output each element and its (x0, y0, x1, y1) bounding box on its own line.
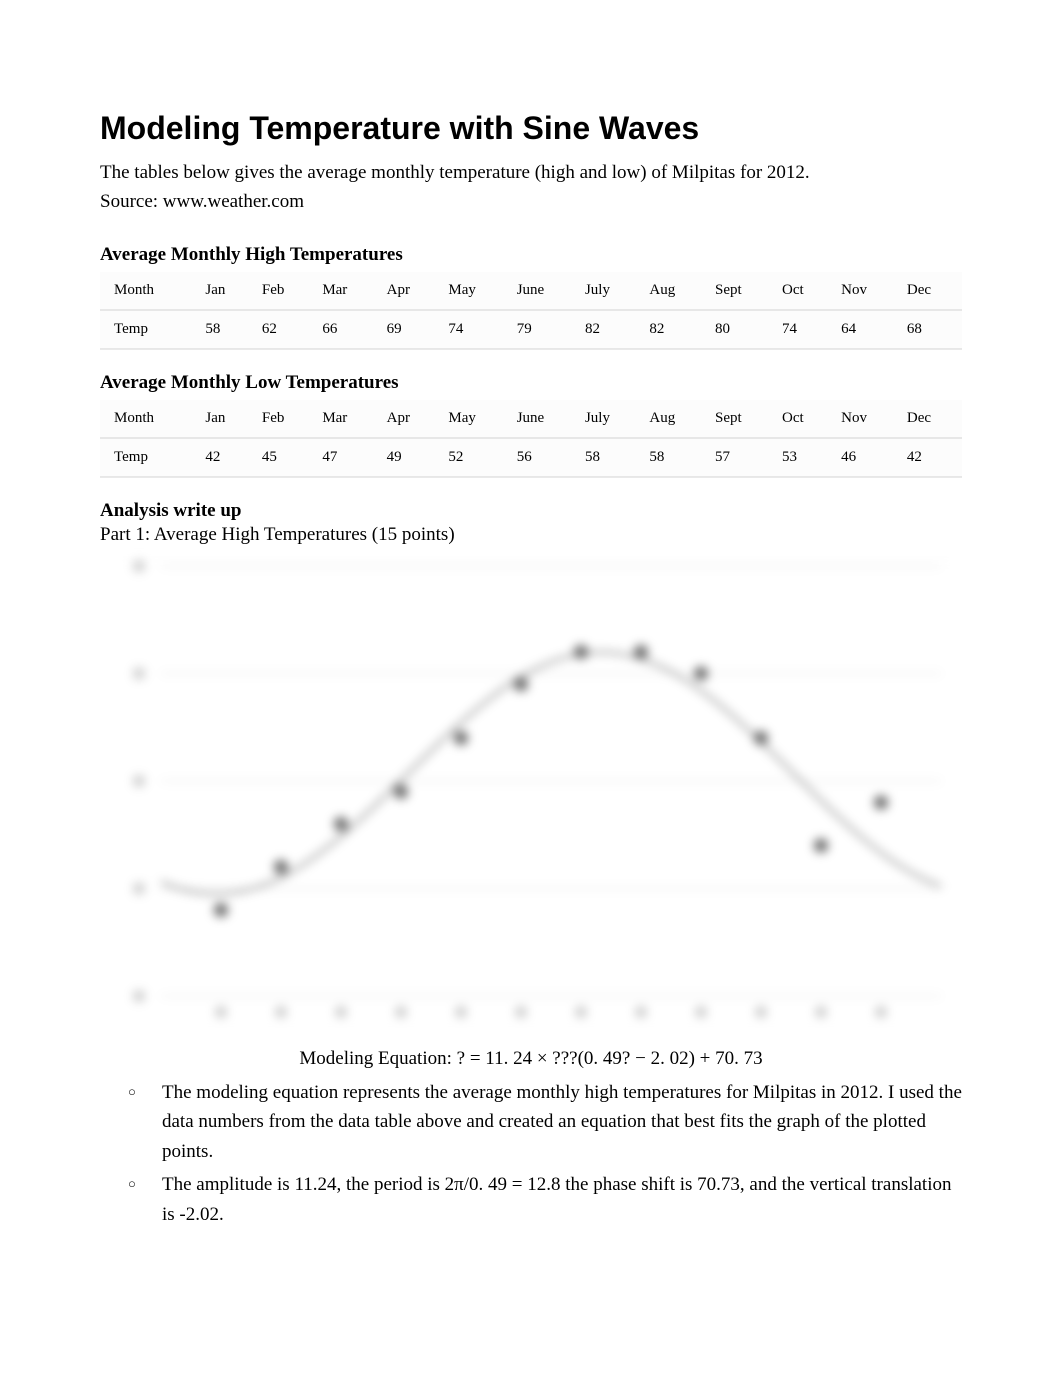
month-cell: Sept (707, 400, 774, 438)
bullet-item: The modeling equation represents the ave… (128, 1078, 962, 1166)
temp-cell: 66 (314, 310, 378, 349)
temp-cell: 52 (440, 438, 508, 477)
temp-cell: 49 (379, 438, 441, 477)
month-cell: Feb (254, 400, 314, 438)
month-cell: July (577, 400, 641, 438)
temp-cell: 74 (774, 310, 833, 349)
month-cell: Dec (899, 272, 962, 310)
month-cell: Mar (314, 400, 378, 438)
month-cell: Nov (833, 400, 899, 438)
temp-cell: 57 (707, 438, 774, 477)
high-table-title: Average Monthly High Temperatures (100, 244, 962, 266)
low-table-title: Average Monthly Low Temperatures (100, 372, 962, 394)
month-cell: Jan (197, 272, 254, 310)
temp-cell: 58 (577, 438, 641, 477)
month-cell: May (440, 272, 508, 310)
bullet-item: The amplitude is 11.24, the period is 2π… (128, 1170, 962, 1229)
temp-cell: 42 (899, 438, 962, 477)
month-cell: Apr (379, 272, 441, 310)
intro-text: The tables below gives the average month… (100, 159, 962, 216)
high-temp-table: Month Jan Feb Mar Apr May June July Aug … (100, 272, 962, 350)
temp-cell: 80 (707, 310, 774, 349)
temp-cell: 62 (254, 310, 314, 349)
row-label: Month (100, 272, 197, 310)
temp-cell: 79 (509, 310, 577, 349)
month-cell: Oct (774, 400, 833, 438)
month-cell: Feb (254, 272, 314, 310)
month-cell: Aug (641, 272, 707, 310)
temp-cell: 56 (509, 438, 577, 477)
chart-svg (100, 556, 962, 1036)
low-temp-table: Month Jan Feb Mar Apr May June July Aug … (100, 400, 962, 478)
month-cell: June (509, 272, 577, 310)
analysis-heading: Analysis write up (100, 500, 962, 522)
modeling-equation: Modeling Equation: ? = 11. 24 × ???(0. 4… (100, 1048, 962, 1070)
table-row: Month Jan Feb Mar Apr May June July Aug … (100, 272, 962, 310)
analysis-bullets: The modeling equation represents the ave… (128, 1078, 962, 1229)
temp-cell: 42 (197, 438, 254, 477)
temp-cell: 45 (254, 438, 314, 477)
month-cell: Nov (833, 272, 899, 310)
temp-cell: 82 (577, 310, 641, 349)
temperature-chart (100, 556, 962, 1036)
table-row: Month Jan Feb Mar Apr May June July Aug … (100, 400, 962, 438)
temp-cell: 46 (833, 438, 899, 477)
temp-cell: 68 (899, 310, 962, 349)
document-page: Modeling Temperature with Sine Waves The… (0, 0, 1062, 1313)
month-cell: Mar (314, 272, 378, 310)
month-cell: June (509, 400, 577, 438)
month-cell: Sept (707, 272, 774, 310)
temp-cell: 74 (440, 310, 508, 349)
month-cell: Apr (379, 400, 441, 438)
row-label: Month (100, 400, 197, 438)
table-row: Temp 58 62 66 69 74 79 82 82 80 74 64 68 (100, 310, 962, 349)
temp-cell: 58 (197, 310, 254, 349)
temp-cell: 69 (379, 310, 441, 349)
month-cell: May (440, 400, 508, 438)
month-cell: Oct (774, 272, 833, 310)
part-1-label: Part 1: Average High Temperatures (15 po… (100, 524, 962, 546)
table-row: Temp 42 45 47 49 52 56 58 58 57 53 46 42 (100, 438, 962, 477)
temp-cell: 53 (774, 438, 833, 477)
temp-cell: 82 (641, 310, 707, 349)
month-cell: Jan (197, 400, 254, 438)
row-label: Temp (100, 310, 197, 349)
intro-line-1: The tables below gives the average month… (100, 162, 810, 183)
month-cell: Dec (899, 400, 962, 438)
row-label: Temp (100, 438, 197, 477)
month-cell: Aug (641, 400, 707, 438)
temp-cell: 47 (314, 438, 378, 477)
temp-cell: 64 (833, 310, 899, 349)
temp-cell: 58 (641, 438, 707, 477)
month-cell: July (577, 272, 641, 310)
page-title: Modeling Temperature with Sine Waves (100, 110, 962, 147)
intro-line-2: Source: www.weather.com (100, 191, 304, 212)
